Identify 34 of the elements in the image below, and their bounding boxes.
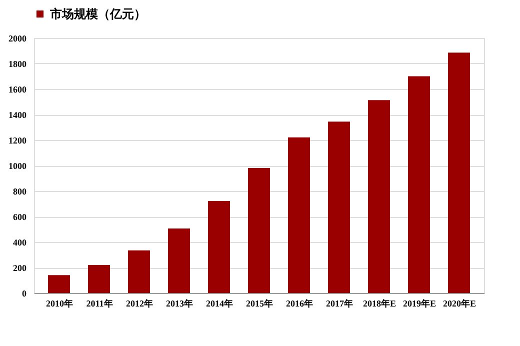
y-tick-label: 600 <box>13 212 27 222</box>
bar <box>248 168 270 293</box>
bar <box>288 137 310 293</box>
bar <box>168 228 190 293</box>
x-tick-label: 2010年 <box>46 298 73 308</box>
y-tick-label: 1400 <box>8 110 27 120</box>
y-tick-label: 2000 <box>8 34 27 44</box>
x-tick-label: 2018年E <box>362 298 396 308</box>
x-tick-label: 2011年 <box>86 298 113 308</box>
bar <box>88 264 110 293</box>
y-tick-label: 200 <box>13 263 27 273</box>
legend-label: 市场规模（亿元） <box>49 7 146 21</box>
x-tick-label: 2013年 <box>166 298 193 308</box>
bar <box>408 76 430 293</box>
y-tick-label: 800 <box>13 186 27 196</box>
x-tick-label: 2012年 <box>126 298 153 308</box>
y-tick-label: 1000 <box>8 161 27 171</box>
x-tick-label: 2014年 <box>206 298 233 308</box>
bar <box>128 250 150 293</box>
x-tick-label: 2015年 <box>246 298 273 308</box>
y-tick-label: 400 <box>13 238 27 248</box>
y-tick-label: 1800 <box>8 59 27 69</box>
y-tick-label: 1600 <box>8 84 27 94</box>
x-tick-label: 2020年E <box>442 298 476 308</box>
bar <box>208 200 230 293</box>
bar <box>48 275 70 293</box>
bar <box>368 100 390 293</box>
x-tick-label: 2019年E <box>402 298 436 308</box>
y-tick-label: 1200 <box>8 136 27 146</box>
x-tick-label: 2017年 <box>326 298 353 308</box>
bar <box>448 52 470 293</box>
x-tick-label: 2016年 <box>286 298 313 308</box>
y-tick-label: 0 <box>22 288 27 298</box>
bar <box>328 122 350 293</box>
